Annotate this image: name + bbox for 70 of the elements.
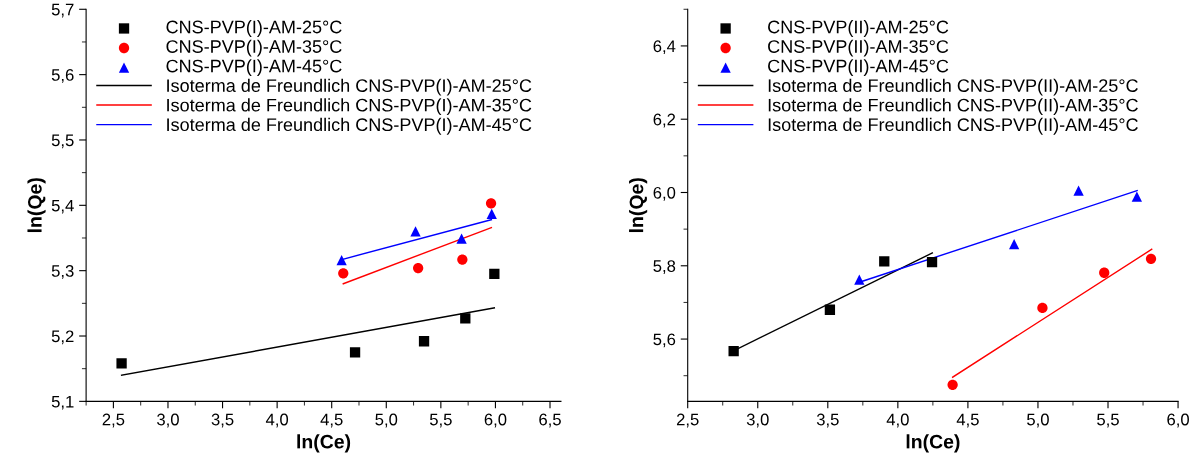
x-tick-label: 4,5 bbox=[320, 413, 343, 428]
legend-label: Isoterma de Freundlich CNS-PVP(I)-AM-35°C bbox=[167, 98, 532, 116]
x-tick-label: 4,0 bbox=[265, 413, 289, 428]
y-tick-label: 5,2 bbox=[51, 330, 74, 345]
legend-label: Isoterma de Freundlich CNS-PVP(II)-AM-25°C bbox=[768, 78, 1138, 96]
point bbox=[854, 274, 865, 285]
legend-label: CNS-PVP(I)-AM-25°C bbox=[166, 20, 342, 37]
point bbox=[410, 226, 421, 237]
point bbox=[116, 358, 127, 369]
legend-label: Isoterma de Freundlich CNS-PVP(II)-AM-35°C bbox=[768, 98, 1138, 116]
x-tick-label: 3,5 bbox=[816, 413, 839, 428]
point bbox=[418, 336, 430, 347]
point bbox=[489, 268, 500, 280]
point bbox=[460, 313, 471, 324]
point bbox=[879, 256, 890, 267]
point bbox=[1099, 267, 1110, 278]
y-tick-label: 6,4 bbox=[653, 40, 676, 55]
x-axis-title: ln(Ce) bbox=[906, 434, 960, 453]
y-tick-label: 5,8 bbox=[653, 260, 676, 274]
y-tick-label: 5,5 bbox=[51, 134, 74, 149]
legend-label: CNS-PVP(II)-AM-25°C bbox=[768, 20, 949, 37]
y-tick-label: 5,4 bbox=[51, 199, 74, 214]
point bbox=[824, 304, 836, 315]
x-tick-label: 6,0 bbox=[1167, 413, 1189, 428]
point bbox=[1008, 239, 1020, 250]
y-tick-label: 5,6 bbox=[653, 333, 676, 348]
legend-label: Isoterma de Freundlich CNS-PVP(II)-AM-45°C bbox=[768, 117, 1138, 135]
point bbox=[486, 208, 497, 219]
point bbox=[926, 256, 938, 268]
y-tick-label: 5,6 bbox=[51, 69, 74, 83]
point bbox=[1073, 185, 1084, 196]
y-tick-label: 5,7 bbox=[51, 3, 74, 18]
x-axis-title: ln(Ce) bbox=[297, 434, 351, 453]
y-tick-label: 6,2 bbox=[653, 113, 676, 128]
legend-label: CNS-PVP(II)-AM-45°C bbox=[768, 59, 949, 77]
x-tick-label: 6,5 bbox=[539, 413, 561, 428]
point bbox=[456, 233, 467, 244]
legend-label: CNS-PVP(II)-AM-35°C bbox=[768, 39, 949, 57]
y-axis-title: ln(Qe) bbox=[27, 178, 46, 233]
x-tick-label: 4,5 bbox=[956, 413, 979, 428]
x-tick-label: 3,5 bbox=[211, 413, 234, 428]
x-tick-label: 5,0 bbox=[375, 413, 398, 428]
x-tick-label: 5,5 bbox=[429, 413, 452, 428]
y-axis-title: ln(Qe) bbox=[629, 178, 648, 233]
point bbox=[457, 254, 468, 265]
legend-label: Isoterma de Freundlich CNS-PVP(I)-AM-25°C bbox=[167, 78, 532, 96]
point bbox=[947, 379, 958, 391]
point bbox=[349, 347, 361, 358]
point bbox=[1145, 253, 1157, 264]
legend-label: CNS-PVP(I)-AM-35°C bbox=[166, 39, 342, 57]
y-tick-label: 6,0 bbox=[653, 186, 676, 201]
legend-label: Isoterma de Freundlich CNS-PVP(I)-AM-45°C bbox=[167, 117, 532, 135]
point bbox=[338, 268, 349, 279]
x-tick-label: 5,0 bbox=[1027, 413, 1049, 428]
x-tick-label: 5,5 bbox=[1097, 413, 1119, 428]
x-tick-label: 3,0 bbox=[746, 413, 769, 428]
x-tick-label: 4,0 bbox=[886, 413, 909, 428]
x-tick-label: 6,0 bbox=[484, 413, 507, 428]
point bbox=[728, 346, 739, 357]
x-tick-label: 2,5 bbox=[676, 413, 699, 428]
x-tick-label: 2,5 bbox=[102, 413, 125, 428]
point bbox=[1037, 302, 1048, 314]
legend-label: CNS-PVP(I)-AM-45°C bbox=[166, 59, 342, 77]
y-tick-label: 5,1 bbox=[51, 395, 74, 410]
x-tick-label: 3,0 bbox=[157, 413, 179, 428]
point bbox=[485, 198, 497, 209]
point bbox=[336, 255, 347, 266]
point bbox=[1131, 191, 1143, 202]
y-tick-label: 5,3 bbox=[51, 265, 74, 279]
point bbox=[413, 262, 424, 274]
